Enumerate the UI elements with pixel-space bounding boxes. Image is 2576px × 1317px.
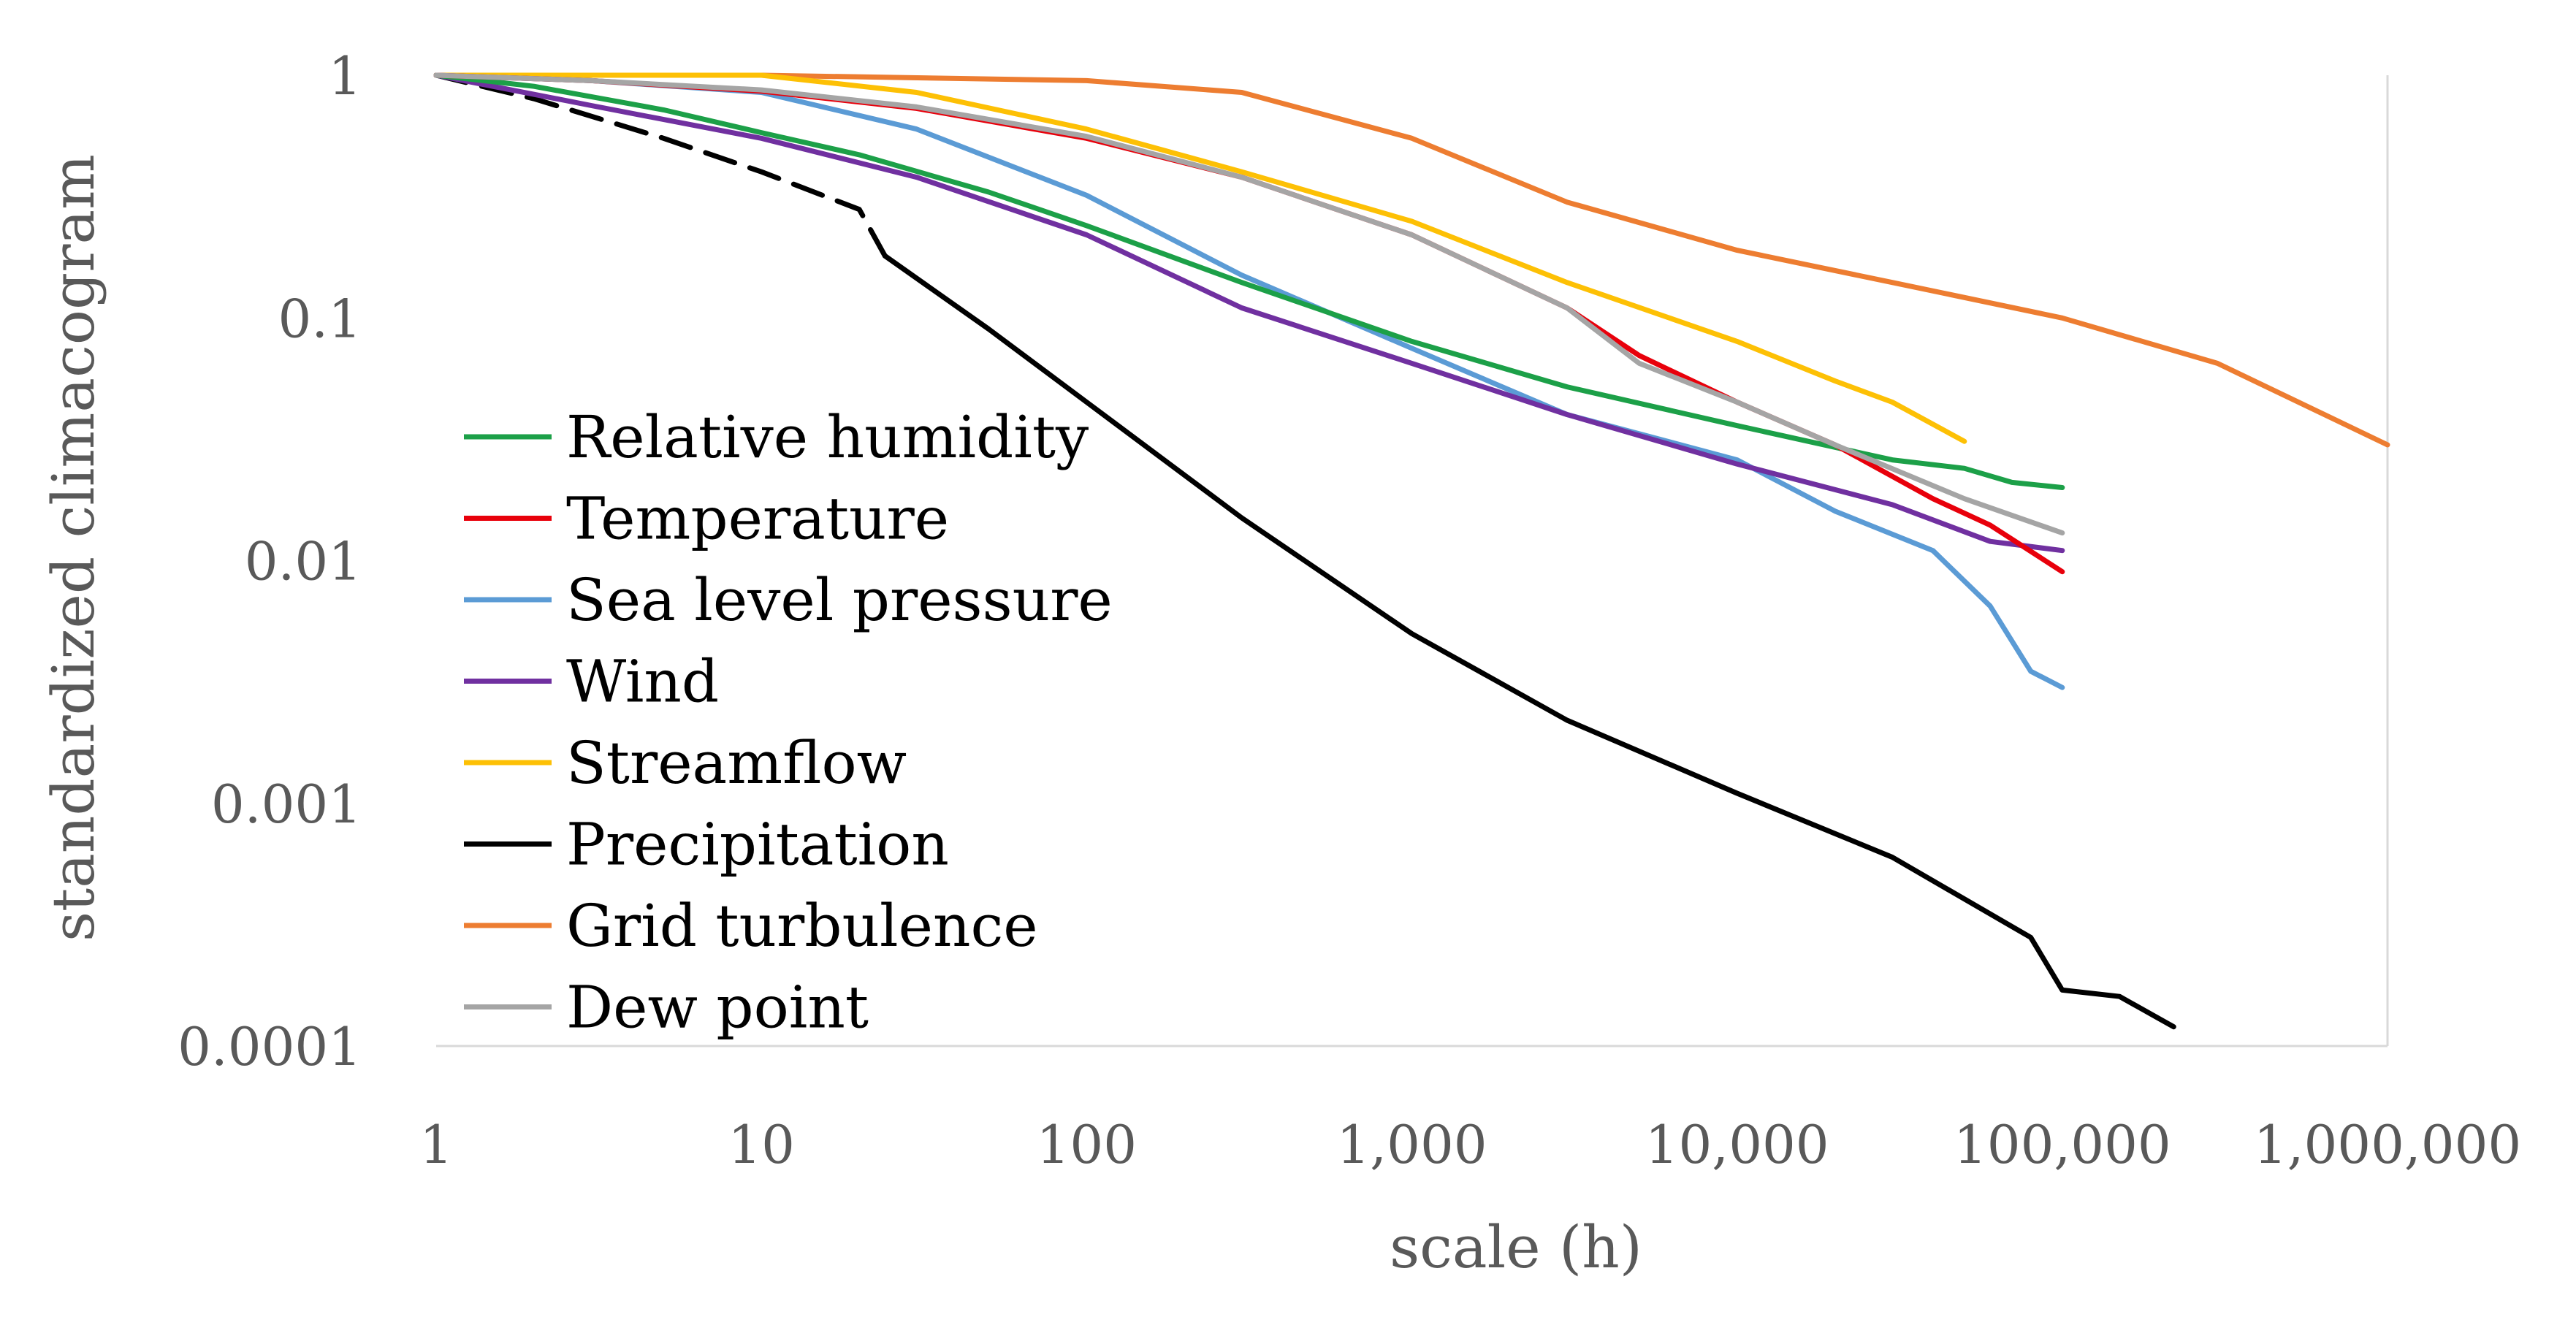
legend-label: Dew point — [566, 974, 869, 1042]
series-line-wind — [433, 72, 2065, 554]
legend-label: Streamflow — [566, 729, 907, 797]
series-line-streamflow — [433, 72, 1967, 444]
plot-area — [436, 75, 2389, 1047]
x-tick-label: 1 — [419, 1114, 453, 1175]
legend-label: Sea level pressure — [566, 566, 1113, 634]
y-axis-title: standardized climacogram — [39, 154, 107, 942]
y-tick-label: 0.0001 — [178, 1016, 362, 1077]
series-line-relative-humidity — [433, 72, 2065, 490]
legend: Relative humidity Temperature Sea level pr… — [464, 403, 1113, 1042]
x-axis-title: scale (h) — [1390, 1213, 1642, 1281]
x-tick-label: 10,000 — [1645, 1114, 1829, 1175]
legend-label: Wind — [566, 648, 719, 716]
x-tick-label: 1,000 — [1336, 1114, 1487, 1175]
y-tick-label: 0.001 — [211, 774, 362, 835]
legend-label: Relative humidity — [566, 403, 1089, 471]
y-tick-label: 0.1 — [278, 288, 362, 349]
y-axis-ticks: 1 0.1 0.01 0.001 0.0001 — [178, 45, 362, 1077]
x-tick-label: 10 — [728, 1114, 795, 1175]
x-tick-label: 100,000 — [1954, 1114, 2171, 1175]
y-tick-label: 1 — [328, 45, 362, 107]
legend-label: Precipitation — [566, 811, 949, 879]
series-line-precipitation-dashed — [433, 72, 888, 259]
x-tick-label: 1,000,000 — [2254, 1114, 2521, 1175]
legend-label: Temperature — [566, 485, 949, 553]
series-line-grid-turbulence — [433, 72, 2390, 448]
legend-label: Grid turbulence — [566, 892, 1038, 960]
x-axis-ticks: 1 10 100 1,000 10,000 100,000 1,000,000 — [419, 1114, 2521, 1175]
y-tick-label: 0.01 — [245, 531, 362, 592]
x-tick-label: 100 — [1037, 1114, 1137, 1175]
series-line-precipitation — [882, 253, 2176, 1030]
series-lines — [433, 72, 2390, 1030]
series-line-dew-point — [433, 72, 2065, 536]
series-line-sea-level-pressure — [433, 72, 2065, 690]
